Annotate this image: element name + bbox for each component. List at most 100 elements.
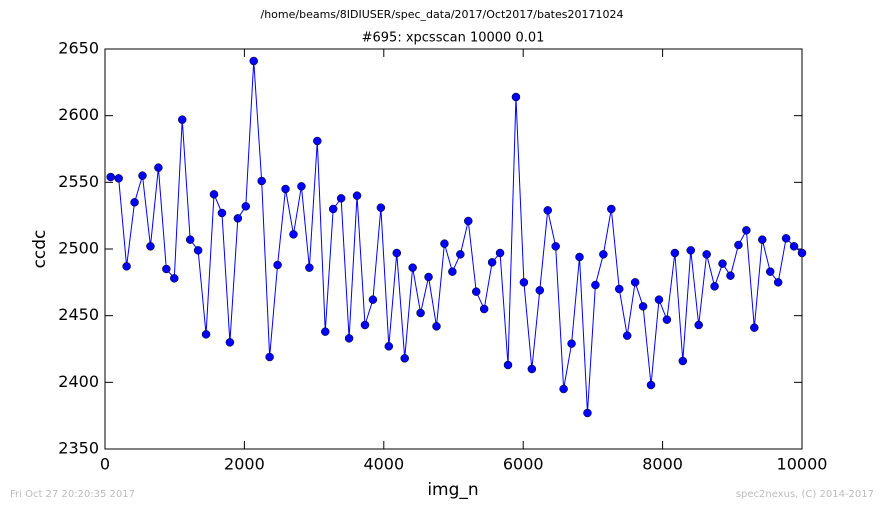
- y-tick-label: 2350: [58, 439, 99, 458]
- y-tick-label: 2500: [58, 239, 99, 258]
- data-point: [694, 320, 703, 330]
- data-point: [265, 352, 274, 362]
- chart-title: #695: xpcsscan 10000 0.01: [362, 31, 545, 46]
- data-point: [281, 184, 290, 194]
- x-axis-label: img_n: [427, 480, 478, 500]
- data-point: [464, 216, 473, 226]
- data-point: [170, 274, 179, 283]
- data-point: [185, 235, 195, 244]
- data-point: [384, 342, 394, 351]
- data-point: [742, 226, 751, 235]
- data-point: [106, 172, 115, 182]
- data-point: [559, 384, 568, 394]
- y-tick-label: 2450: [58, 305, 99, 324]
- data-point: [368, 295, 378, 304]
- data-point: [607, 204, 616, 214]
- data-point: [638, 302, 648, 311]
- credit: spec2nexus, (C) 2014-2017: [736, 489, 874, 500]
- data-point: [344, 334, 354, 343]
- data-point: [209, 190, 219, 199]
- data-point: [305, 263, 314, 272]
- x-tick-label: 4000: [363, 455, 404, 474]
- data-point: [503, 360, 513, 370]
- data-point: [249, 56, 258, 66]
- suptitle: /home/beams/8IDIUSER/spec_data/2017/Oct2…: [261, 8, 624, 21]
- data-point: [456, 250, 465, 259]
- data-point: [797, 248, 807, 258]
- data-point: [424, 272, 433, 282]
- data-point: [448, 267, 457, 276]
- data-point: [432, 322, 441, 331]
- data-point: [440, 239, 449, 248]
- data-point: [352, 191, 362, 200]
- data-point: [146, 242, 155, 251]
- data-point: [376, 203, 386, 212]
- data-point: [177, 115, 187, 124]
- y-tick-label: 2600: [58, 105, 99, 124]
- data-point: [734, 240, 743, 250]
- data-point: [336, 194, 346, 203]
- data-point: [789, 242, 799, 251]
- data-point: [289, 230, 298, 239]
- data-point: [392, 248, 402, 258]
- data-point: [646, 380, 656, 390]
- data-point: [630, 278, 640, 287]
- data-point: [471, 287, 481, 296]
- data-point: [686, 246, 696, 255]
- data-point: [535, 286, 545, 295]
- data-point: [614, 284, 624, 294]
- plot-frame: [104, 48, 803, 450]
- x-tick-label: 0: [100, 455, 110, 474]
- data-point: [758, 235, 767, 244]
- data-point: [217, 208, 227, 218]
- timestamp: Fri Oct 27 20:20:35 2017: [10, 489, 135, 500]
- data-point: [511, 92, 521, 102]
- y-axis-label: ccdc: [30, 230, 50, 269]
- data-point: [678, 356, 688, 366]
- y-tick-label: 2650: [58, 39, 99, 58]
- data-point: [138, 171, 147, 180]
- x-tick-label: 6000: [503, 455, 544, 474]
- y-tick-label: 2400: [58, 372, 99, 391]
- x-tick-label: 2000: [224, 455, 265, 474]
- data-point: [408, 263, 417, 272]
- data-point: [575, 252, 584, 262]
- data-point: [750, 323, 759, 332]
- data-line: [110, 60, 803, 414]
- data-point: [400, 354, 409, 363]
- data-point: [162, 264, 171, 274]
- data-point: [273, 260, 282, 270]
- data-point: [591, 280, 600, 290]
- data-point: [193, 246, 203, 255]
- data-point: [233, 214, 243, 223]
- data-point: [662, 315, 672, 324]
- data-point: [225, 338, 235, 347]
- data-point: [718, 259, 727, 268]
- data-point: [726, 271, 735, 280]
- data-point: [130, 198, 139, 207]
- data-point: [328, 204, 338, 214]
- data-point: [479, 304, 489, 314]
- data-point: [297, 182, 306, 191]
- y-tick-label: 2550: [58, 172, 99, 191]
- data-point: [551, 242, 560, 251]
- data-point: [241, 202, 251, 211]
- data-point: [416, 308, 425, 318]
- data-point: [122, 262, 131, 271]
- x-tick-label: 10000: [777, 455, 828, 474]
- data-point: [670, 248, 680, 258]
- data-point: [599, 250, 608, 259]
- data-point: [114, 174, 123, 183]
- data-point: [495, 248, 505, 258]
- data-point: [257, 176, 266, 186]
- x-tick-label: 8000: [642, 455, 683, 474]
- data-point: [360, 320, 370, 330]
- data-point: [583, 408, 592, 418]
- data-point: [567, 339, 576, 348]
- data-point: [313, 136, 322, 146]
- data-point: [654, 295, 664, 304]
- data-point: [154, 163, 163, 172]
- data-point: [487, 258, 497, 267]
- data-point: [622, 331, 632, 340]
